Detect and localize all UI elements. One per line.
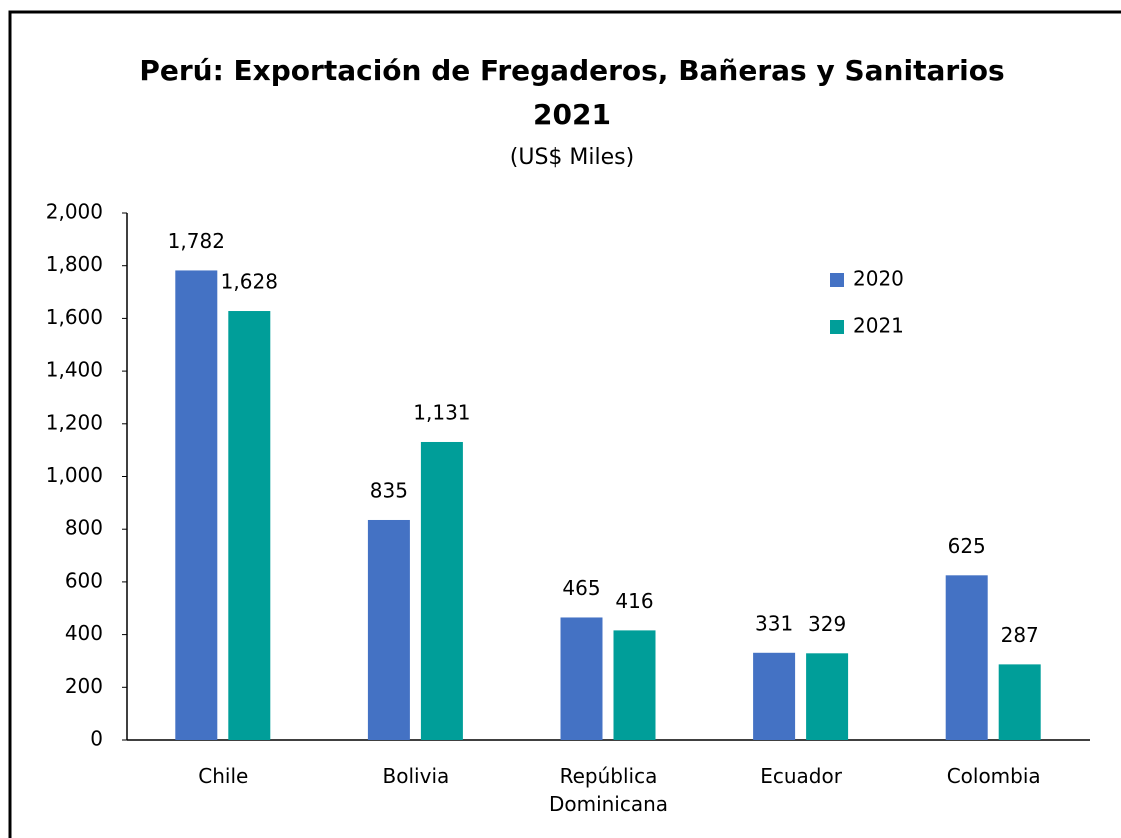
y-tick-label: 600 xyxy=(65,568,103,592)
x-tick-label-box: Ecuador xyxy=(760,764,842,788)
y-tick-label: 2,000 xyxy=(46,200,103,224)
data-label: 1,782 xyxy=(168,229,225,253)
x-tick-label-box: Chile xyxy=(198,764,249,788)
bar xyxy=(560,617,603,740)
x-tick-label: República Dominicana xyxy=(548,764,669,816)
bar xyxy=(753,652,796,740)
x-tick-label-box: República Dominicana xyxy=(548,764,669,816)
bar xyxy=(420,441,463,740)
data-label: 465 xyxy=(562,576,600,600)
y-tick-label: 0 xyxy=(90,727,103,751)
chart-subtitle: (US$ Miles) xyxy=(510,145,634,170)
x-tick-label-box: Colombia xyxy=(946,764,1041,788)
data-label: 329 xyxy=(808,612,846,636)
data-label: 1,131 xyxy=(413,400,470,424)
x-tick-label: Bolivia xyxy=(382,764,450,788)
x-tick-label: Colombia xyxy=(946,764,1041,788)
y-tick-label: 1,000 xyxy=(46,463,103,487)
legend-swatch xyxy=(830,273,844,287)
chart-title: Perú: Exportación de Fregaderos, Bañeras… xyxy=(139,54,1004,87)
data-label: 625 xyxy=(948,534,986,558)
x-tick-label-box: Bolivia xyxy=(382,764,450,788)
bar xyxy=(175,270,218,740)
data-label: 416 xyxy=(615,589,653,613)
bar xyxy=(228,311,271,740)
legend-label: 2021 xyxy=(853,314,904,338)
bar xyxy=(806,653,849,740)
y-tick-label: 800 xyxy=(65,516,103,540)
data-label: 287 xyxy=(1001,623,1039,647)
y-tick-label: 1,600 xyxy=(46,305,103,329)
y-tick-label: 1,200 xyxy=(46,410,103,434)
data-label: 1,628 xyxy=(221,270,278,294)
legend-label: 2020 xyxy=(853,267,904,291)
bar xyxy=(367,519,410,740)
bar xyxy=(945,575,988,740)
data-label: 835 xyxy=(370,478,408,502)
chart-title: 2021 xyxy=(533,98,611,131)
y-tick-label: 200 xyxy=(65,674,103,698)
legend-swatch xyxy=(830,320,844,334)
y-tick-label: 1,800 xyxy=(46,252,103,276)
x-tick-label: Chile xyxy=(198,764,249,788)
data-label: 331 xyxy=(755,611,793,635)
y-tick-label: 1,400 xyxy=(46,358,103,382)
x-tick-label: Ecuador xyxy=(760,764,842,788)
y-tick-label: 400 xyxy=(65,621,103,645)
bar xyxy=(613,630,656,740)
bar xyxy=(998,664,1041,740)
